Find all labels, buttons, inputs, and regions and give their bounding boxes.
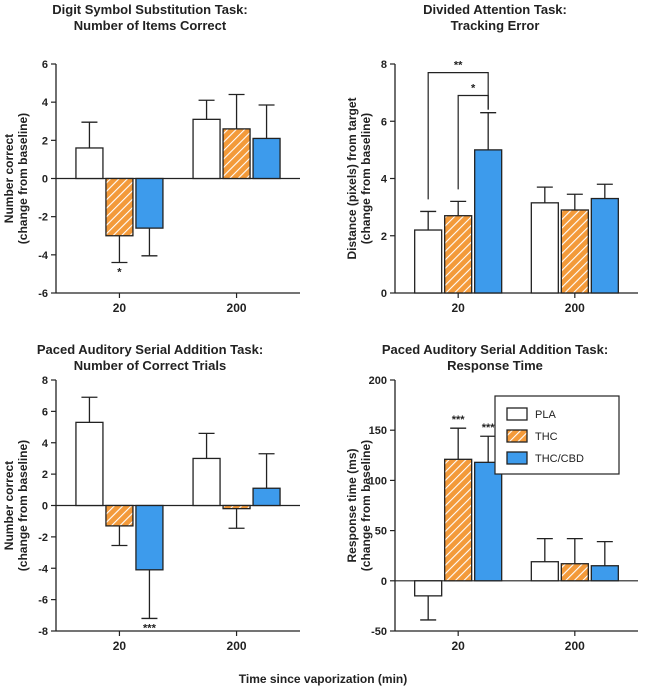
legend-swatch: [506, 451, 528, 465]
y-tick-label: 6: [42, 59, 48, 71]
bar-pla-200: [192, 118, 221, 180]
chart-panel-4: Paced Auditory Serial Addition Task:Resp…: [345, 342, 638, 653]
chart-subtitle: Tracking Error: [451, 18, 540, 33]
bar-thc-20: [105, 504, 134, 527]
y-tick-label: -6: [38, 288, 48, 300]
bar-thc-20: [444, 458, 473, 582]
bar-thc-cbd-200: [252, 137, 281, 180]
x-tick-label: 200: [227, 301, 247, 315]
y-tick-label: -4: [38, 563, 49, 575]
bar-thc-cbd-20: [474, 461, 503, 582]
x-tick-label: 20: [113, 301, 127, 315]
y-tick-label: 2: [381, 231, 387, 243]
y-tick-label: 200: [369, 375, 387, 387]
y-tick-label: -2: [38, 532, 48, 544]
legend-swatch: [506, 407, 528, 421]
y-axis-label-line2: (change from baseline): [16, 113, 30, 244]
bar-thc-cbd-20: [135, 504, 164, 571]
y-tick-label: -6: [38, 595, 48, 607]
y-tick-label: 2: [42, 135, 48, 147]
bar-thc-20: [105, 177, 134, 237]
y-tick-label: 2: [42, 469, 48, 481]
common-x-axis-label: Time since vaporization (min): [239, 672, 407, 686]
legend-label: THC/CBD: [535, 453, 584, 465]
significance-marker: **: [454, 60, 463, 72]
chart-title: Paced Auditory Serial Addition Task:: [382, 342, 608, 357]
chart-title: Divided Attention Task:: [423, 2, 567, 17]
y-tick-label: 4: [381, 174, 388, 186]
bar-pla-200: [192, 457, 221, 507]
bar-thc-200: [560, 563, 589, 582]
y-axis-label-line2: (change from baseline): [359, 113, 373, 244]
bar-thc-200: [222, 504, 251, 510]
significance-marker: ***: [452, 414, 466, 426]
chart-subtitle: Response Time: [447, 358, 543, 373]
bar-pla-20: [414, 580, 443, 597]
y-tick-label: 6: [381, 116, 387, 128]
y-axis-label: Distance (pixels) from target: [345, 97, 359, 259]
x-tick-label: 200: [565, 639, 585, 653]
y-axis-label-line2: (change from baseline): [359, 440, 373, 571]
y-axis-label: Number correct: [2, 461, 16, 550]
bar-thc-200: [560, 209, 589, 294]
significance-marker: ***: [143, 622, 157, 634]
bar-pla-200: [530, 561, 559, 582]
bar-thc-cbd-200: [590, 197, 619, 294]
y-tick-label: 0: [42, 174, 48, 186]
y-tick-label: 0: [42, 501, 48, 513]
x-tick-label: 20: [452, 639, 466, 653]
x-tick-label: 20: [452, 301, 466, 315]
bar-thc-cbd-200: [252, 487, 281, 507]
y-tick-label: 0: [381, 576, 387, 588]
bar-pla-200: [530, 202, 559, 294]
legend-label: PLA: [535, 409, 556, 421]
y-tick-label: -4: [38, 250, 49, 262]
chart-subtitle: Number of Items Correct: [74, 18, 227, 33]
chart-panel-1: Digit Symbol Substitution Task:Number of…: [2, 2, 300, 315]
bar-thc-cbd-20: [135, 177, 164, 229]
y-axis-label: Number correct: [2, 134, 16, 223]
x-tick-label: 200: [565, 301, 585, 315]
bar-pla-20: [75, 421, 104, 507]
y-tick-label: 4: [42, 438, 49, 450]
y-tick-label: 50: [375, 526, 387, 538]
bar-pla-20: [75, 147, 104, 180]
y-axis-label: Response time (ms): [345, 448, 359, 562]
bar-thc-200: [222, 128, 251, 180]
chart-panel-2: Divided Attention Task:Tracking Error Dis…: [345, 2, 638, 315]
significance-marker: *: [471, 82, 476, 94]
y-tick-label: 150: [369, 425, 387, 437]
chart-subtitle: Number of Correct Trials: [74, 358, 226, 373]
y-tick-label: 8: [42, 375, 48, 387]
significance-bracket: [427, 71, 489, 200]
legend-swatch: [506, 429, 528, 443]
significance-marker: *: [117, 266, 122, 278]
x-tick-label: 200: [227, 639, 247, 653]
y-axis-label-line2: (change from baseline): [16, 440, 30, 571]
significance-marker: ***: [482, 422, 496, 434]
significance-bracket: [457, 94, 489, 190]
bar-thc-cbd-200: [590, 565, 619, 582]
x-tick-label: 20: [113, 639, 127, 653]
y-tick-label: 0: [381, 288, 387, 300]
bar-thc-cbd-20: [474, 149, 503, 294]
y-tick-label: 6: [42, 406, 48, 418]
y-tick-label: 4: [42, 97, 49, 109]
y-tick-label: -2: [38, 212, 48, 224]
bar-thc-20: [444, 215, 473, 294]
chart-title: Digit Symbol Substitution Task:: [52, 2, 247, 17]
y-tick-label: -8: [38, 626, 48, 638]
chart-title: Paced Auditory Serial Addition Task:: [37, 342, 263, 357]
y-tick-label: 8: [381, 59, 387, 71]
bar-pla-20: [414, 229, 443, 294]
legend: PLA THC THC/CBD: [494, 395, 620, 475]
y-tick-label: -50: [371, 626, 387, 638]
legend-label: THC: [535, 431, 558, 443]
chart-panel-3: Paced Auditory Serial Addition Task:Numb…: [2, 342, 300, 653]
y-tick-label: 100: [369, 475, 387, 487]
